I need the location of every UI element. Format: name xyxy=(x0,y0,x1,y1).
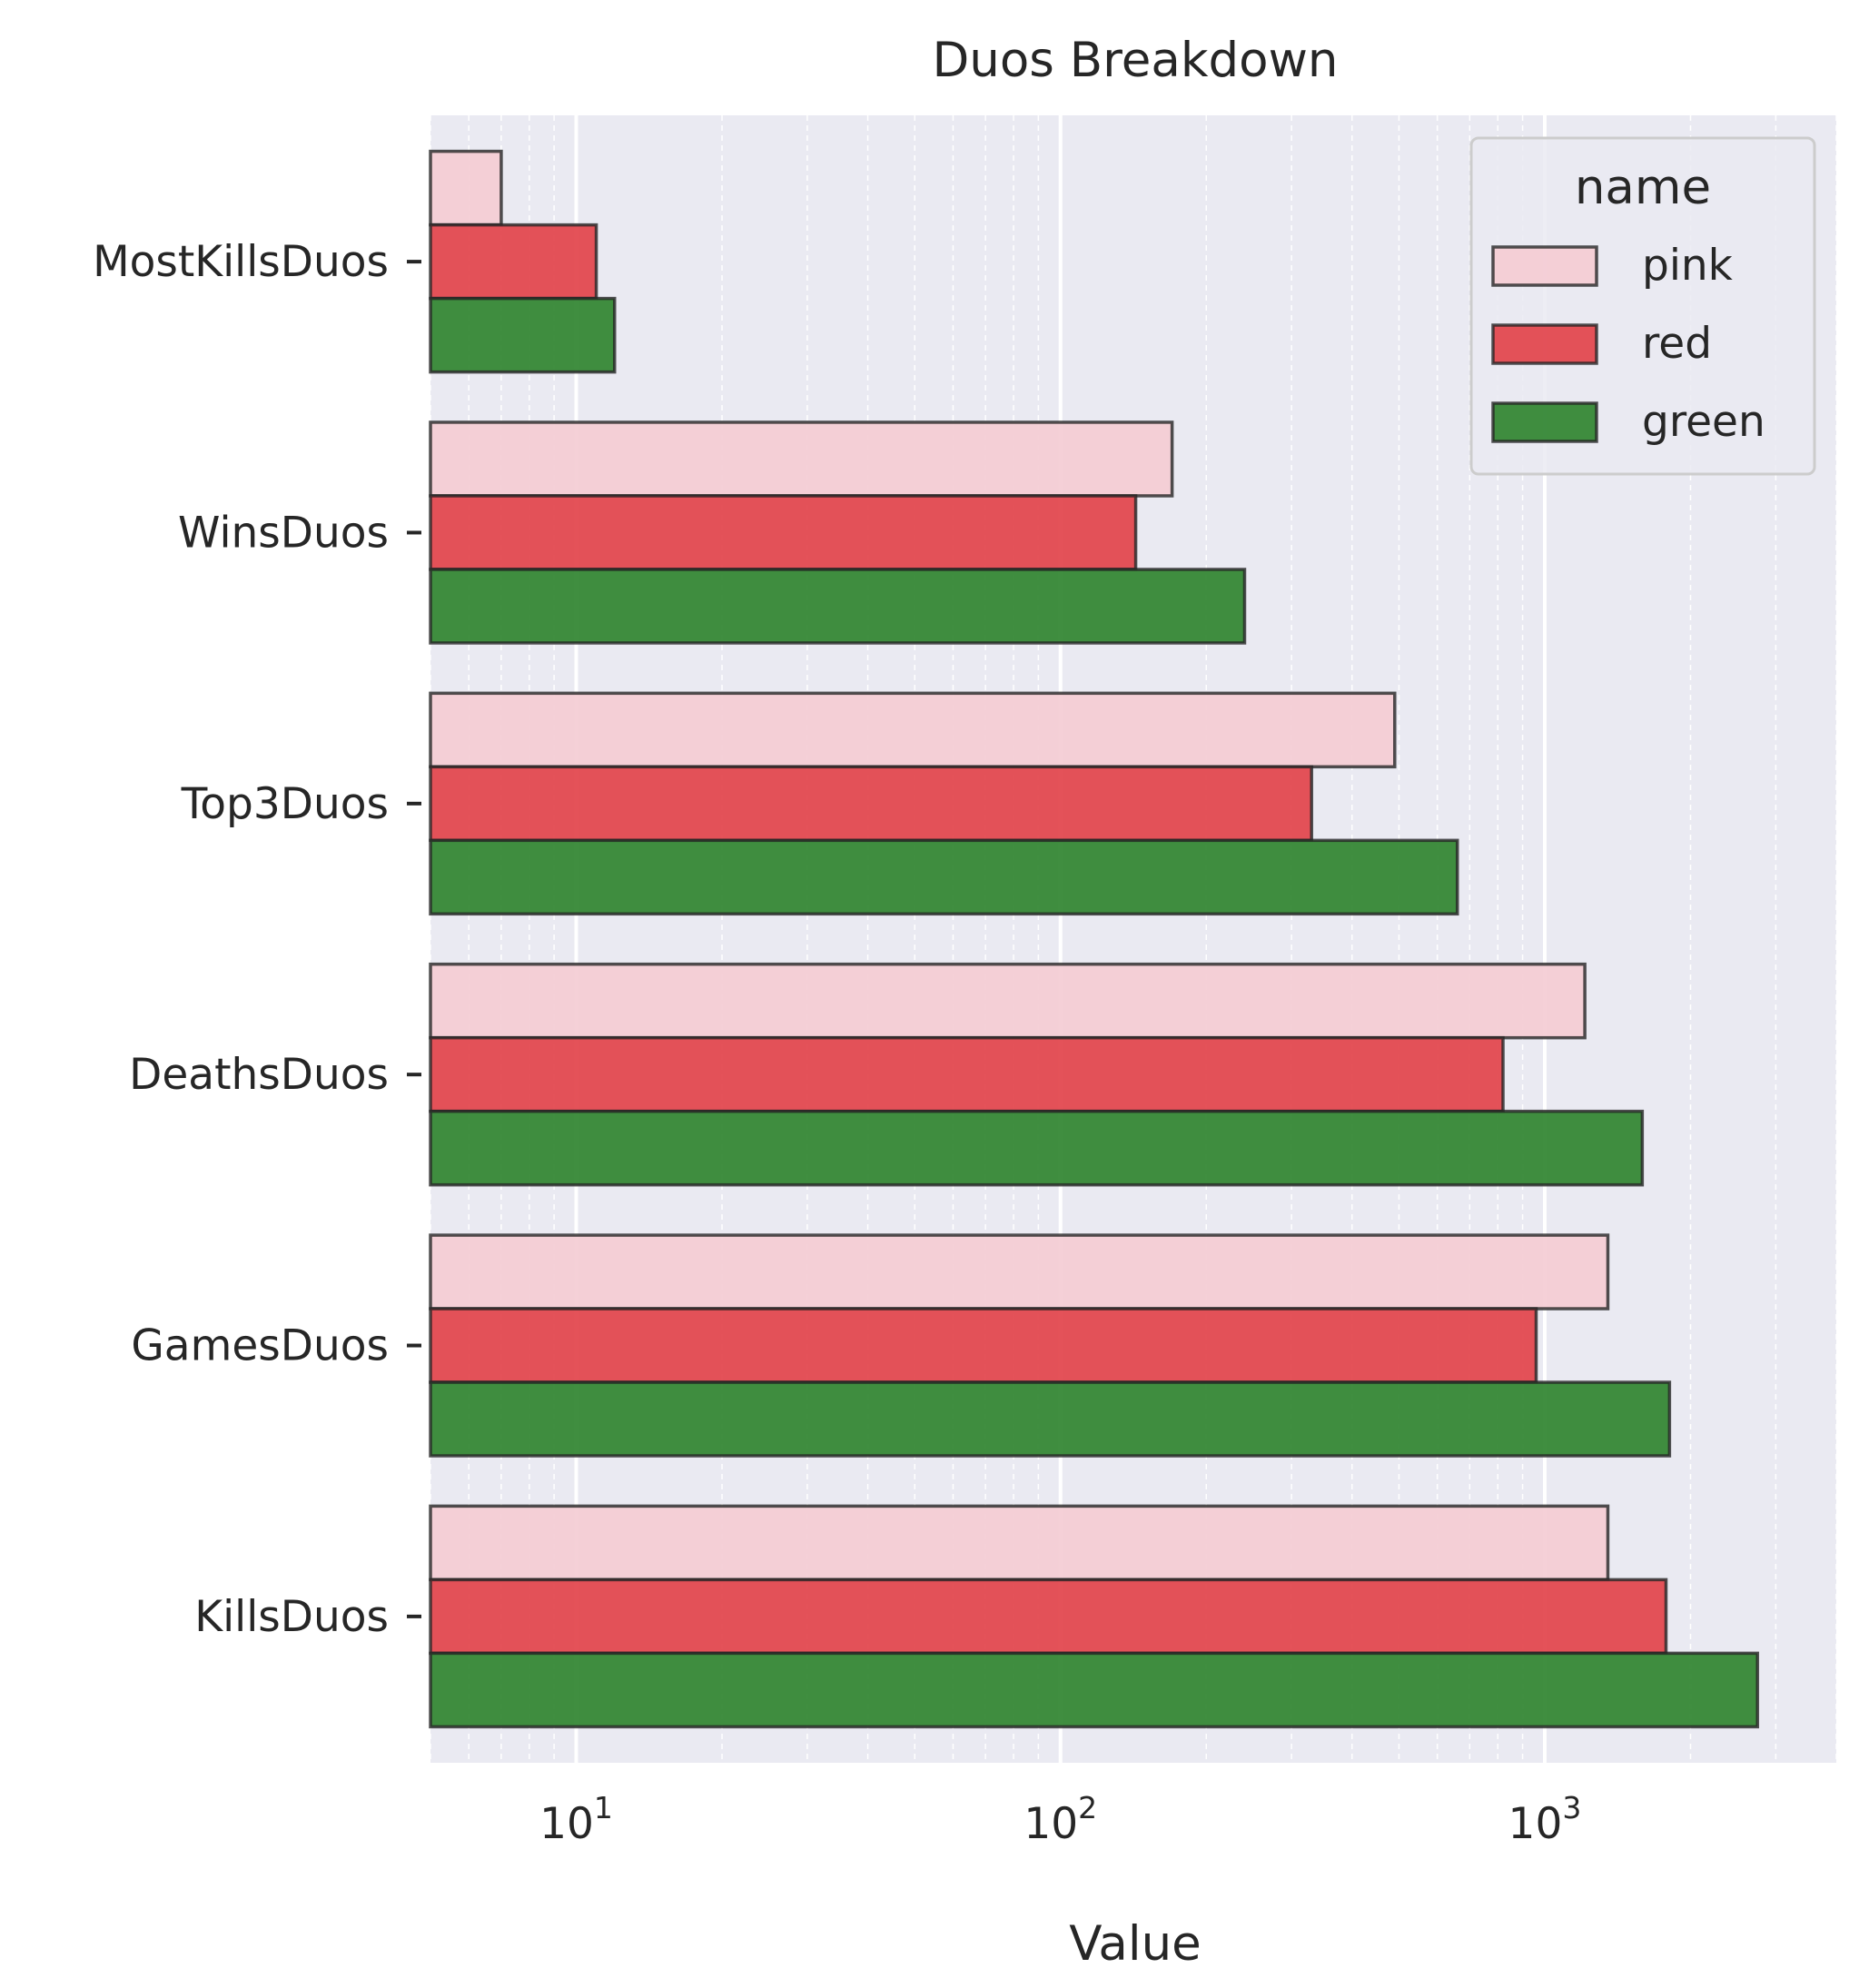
legend: name pink red green xyxy=(1469,136,1816,476)
bar-green-Top3Duos xyxy=(429,838,1459,916)
bar-red-Top3Duos xyxy=(429,765,1313,843)
bar-pink-KillsDuos xyxy=(429,1504,1610,1582)
y-axis: MostKillsDuos WinsDuos Top3Duos DeathsDuos G… xyxy=(93,237,421,1642)
y-tick-label-DeathsDuos: DeathsDuos xyxy=(129,1050,389,1100)
bar-green-KillsDuos xyxy=(429,1651,1759,1729)
y-tick-label-GamesDuos: GamesDuos xyxy=(131,1321,389,1371)
legend-frame xyxy=(1469,136,1816,476)
legend-label-red: red xyxy=(1642,319,1712,369)
y-tick-label-KillsDuos: KillsDuos xyxy=(194,1592,389,1642)
bar-pink-Top3Duos xyxy=(429,691,1397,769)
legend-swatch-pink xyxy=(1491,245,1598,287)
bar-green-GamesDuos xyxy=(429,1380,1672,1458)
x-tick-label-1000: 103 xyxy=(1508,1790,1582,1849)
x-tick-label-100: 102 xyxy=(1024,1790,1097,1849)
bar-pink-WinsDuos xyxy=(429,420,1174,498)
legend-label-pink: pink xyxy=(1642,241,1734,291)
bar-red-WinsDuos xyxy=(429,494,1138,571)
legend-swatch-red xyxy=(1491,323,1598,365)
bars xyxy=(429,149,1759,1729)
bar-red-MostKillsDuos xyxy=(429,223,598,301)
bar-pink-MostKillsDuos xyxy=(429,149,503,227)
y-tick-label-MostKillsDuos: MostKillsDuos xyxy=(93,237,389,287)
bar-red-DeathsDuos xyxy=(429,1035,1505,1113)
x-axis: 101 102 103 xyxy=(539,1790,1581,1849)
y-tick-label-Top3Duos: Top3Duos xyxy=(181,779,389,829)
bar-red-KillsDuos xyxy=(429,1578,1668,1656)
bar-green-DeathsDuos xyxy=(429,1109,1645,1187)
bar-pink-DeathsDuos xyxy=(429,962,1587,1040)
legend-title: name xyxy=(1575,160,1711,215)
bar-pink-GamesDuos xyxy=(429,1233,1610,1310)
grid xyxy=(430,115,1837,1763)
legend-label-green: green xyxy=(1642,397,1765,447)
legend-swatch-green xyxy=(1491,401,1598,443)
chart-title: Duos Breakdown xyxy=(932,33,1338,88)
x-axis-title: Value xyxy=(1069,1916,1202,1972)
y-tick-label-WinsDuos: WinsDuos xyxy=(178,508,389,558)
bar-green-WinsDuos xyxy=(429,568,1247,645)
bar-green-MostKillsDuos xyxy=(429,296,617,374)
bar-red-GamesDuos xyxy=(429,1307,1538,1384)
x-tick-label-10: 101 xyxy=(539,1790,613,1849)
